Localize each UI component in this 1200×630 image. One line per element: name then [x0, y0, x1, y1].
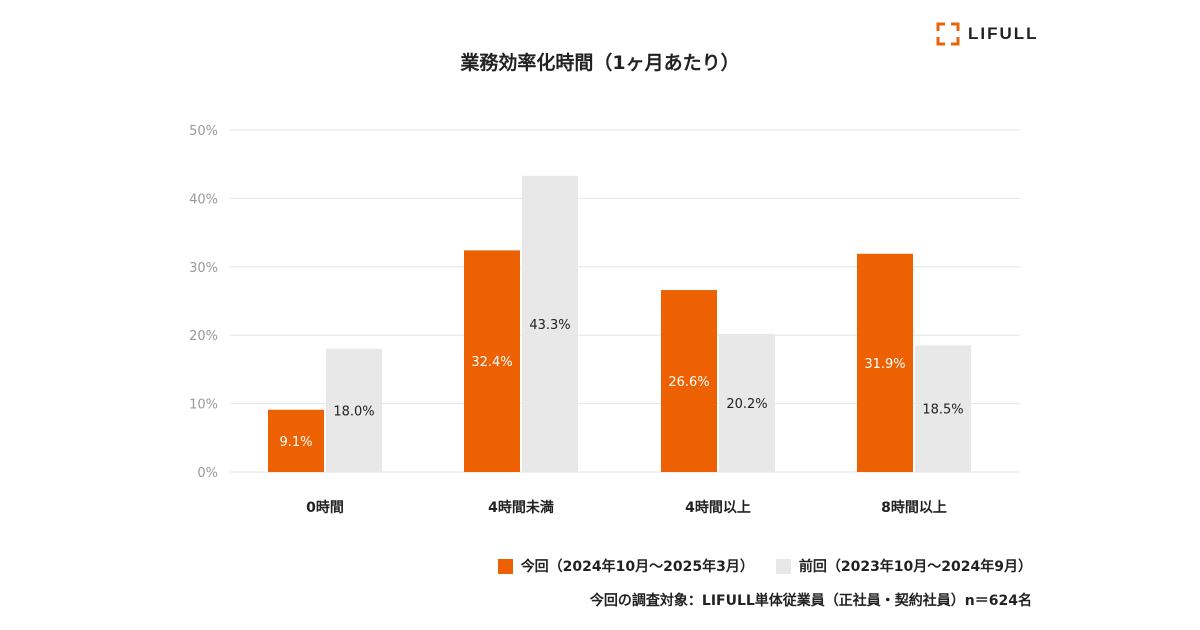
chart-title: 業務効率化時間（1ヶ月あたり） [460, 52, 740, 74]
bar-previous [326, 348, 382, 472]
bar-label-previous: 20.2% [726, 397, 767, 412]
y-tick-label: 40% [189, 192, 218, 207]
label-layer: 0% 10% 20% 30% 40% 50% 9.1% 18.0% 0時間 32.4% 43.3% 4… [189, 124, 964, 516]
legend-swatch-current [497, 558, 513, 574]
legend-item-current: 今回（2024年10月〜2025年3月） [497, 556, 754, 576]
x-category-label: 4時間未満 [488, 499, 554, 516]
bar-label-previous: 18.5% [922, 403, 963, 418]
bar-label-previous: 18.0% [333, 404, 374, 419]
survey-footnote: 今回の調査対象：LIFULL単体従業員（正社員・契約社員）n＝624名 [589, 593, 1032, 609]
bar-current [857, 253, 913, 472]
y-tick-label: 20% [189, 329, 218, 344]
bar-previous [915, 345, 971, 472]
bar-previous [719, 333, 775, 472]
bar-current [464, 250, 520, 472]
y-tick-label: 50% [189, 124, 218, 139]
y-tick-label: 30% [189, 261, 218, 276]
legend-item-previous: 前回（2023年10月〜2024年9月） [775, 556, 1032, 576]
bar-label-current: 32.4% [471, 355, 512, 370]
bar-current [268, 409, 324, 472]
bar-current [661, 290, 717, 472]
logo-text: LIFULL [968, 24, 1039, 43]
bar-label-current: 9.1% [279, 435, 312, 450]
x-category-label: 0時間 [306, 499, 344, 516]
bar-label-previous: 43.3% [529, 318, 570, 333]
legend-label-previous: 前回（2023年10月〜2024年9月） [798, 559, 1032, 575]
y-tick-label: 10% [189, 398, 218, 413]
bar-label-current: 31.9% [864, 357, 905, 372]
x-category-label: 4時間以上 [685, 499, 751, 516]
brand-logo: LIFULL [936, 22, 1039, 46]
legend-label-current: 今回（2024年10月〜2025年3月） [520, 559, 754, 575]
x-category-label: 8時間以上 [881, 499, 947, 516]
bar-layer [268, 175, 971, 472]
y-tick-label: 0% [197, 466, 218, 481]
legend-swatch-previous [775, 558, 791, 574]
chart-legend: 今回（2024年10月〜2025年3月） 前回（2023年10月〜2024年9月… [497, 556, 1032, 576]
bar-label-current: 26.6% [668, 375, 709, 390]
bar-previous [522, 175, 578, 472]
logo-mark-icon [936, 22, 960, 46]
